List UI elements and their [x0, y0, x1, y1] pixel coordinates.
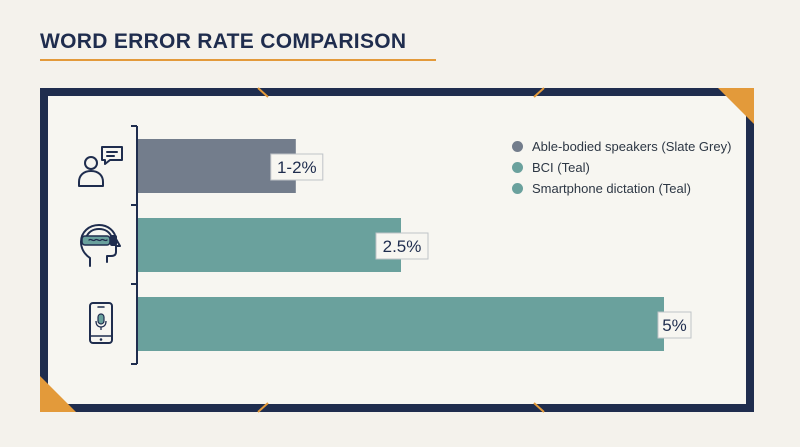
legend-label: Smartphone dictation (Teal) — [532, 181, 691, 196]
bar — [138, 218, 401, 272]
legend-item: BCI (Teal) — [512, 157, 731, 178]
bar — [138, 297, 664, 351]
value-label-box — [375, 232, 429, 260]
chart-title: WORD ERROR RATE COMPARISON — [40, 30, 407, 53]
smartphone-microphone-icon — [89, 302, 113, 344]
speaking-person-icon — [78, 146, 123, 187]
chart-legend: Able-bodied speakers (Slate Grey) BCI (Te… — [512, 136, 731, 199]
frame-corner-top-right — [718, 88, 754, 124]
legend-item: Smartphone dictation (Teal) — [512, 178, 731, 199]
bci-headset-icon — [80, 224, 121, 267]
bar — [138, 139, 296, 193]
value-label: 2.5% — [383, 237, 422, 256]
value-label: 5% — [662, 316, 687, 335]
value-label: 1-2% — [277, 158, 317, 177]
legend-item: Able-bodied speakers (Slate Grey) — [512, 136, 731, 157]
value-label-box — [657, 311, 692, 339]
frame-tick-bottom-right — [533, 402, 545, 413]
value-label-box — [270, 153, 324, 181]
legend-label: Able-bodied speakers (Slate Grey) — [532, 139, 732, 154]
legend-swatch — [512, 162, 523, 173]
legend-label: BCI (Teal) — [532, 160, 590, 175]
legend-swatch — [512, 141, 523, 152]
title-underline — [40, 59, 436, 61]
frame-tick-top-left — [257, 87, 269, 98]
frame-tick-bottom-left — [257, 402, 269, 413]
frame-corner-bottom-left — [40, 376, 76, 412]
frame-tick-top-right — [533, 87, 545, 98]
legend-swatch — [512, 183, 523, 194]
